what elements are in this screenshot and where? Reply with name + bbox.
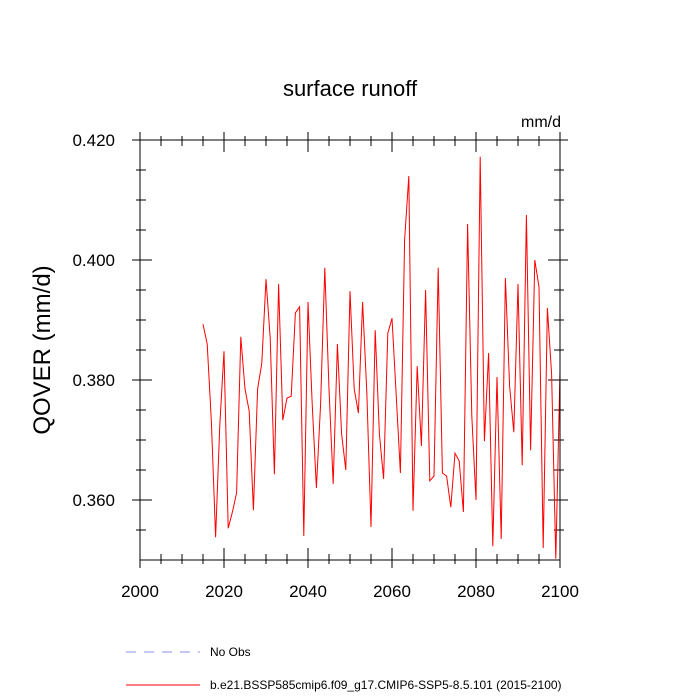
- x-tick-label: 2000: [121, 582, 159, 601]
- chart-title: surface runoff: [283, 76, 418, 101]
- legend: No Obs b.e21.BSSP585cmip6.f09_g17.CMIP6-S…: [126, 645, 562, 692]
- units-label: mm/d: [521, 114, 561, 131]
- legend-label-1: b.e21.BSSP585cmip6.f09_g17.CMIP6-SSP5-8.…: [210, 678, 562, 692]
- x-tick-label: 2060: [373, 582, 411, 601]
- x-tick-label: 2080: [457, 582, 495, 601]
- plot-series: [202, 156, 561, 559]
- y-axis-label: QOVER (mm/d): [29, 265, 56, 434]
- axis-ticks: 2000 2020 2040 2060 2080 2100 0.360 0.380 0.400 0…: [72, 131, 578, 601]
- x-tick-label: 2020: [205, 582, 243, 601]
- series-line-1: [202, 156, 561, 559]
- legend-label-0: No Obs: [210, 645, 251, 659]
- x-tick-label: 2040: [289, 582, 327, 601]
- y-tick-label: 0.400: [72, 251, 115, 270]
- x-tick-label: 2100: [541, 582, 579, 601]
- y-tick-label: 0.380: [72, 371, 115, 390]
- plot-frame: [139, 139, 561, 561]
- y-tick-label: 0.360: [72, 491, 115, 510]
- y-tick-label: 0.420: [72, 131, 115, 150]
